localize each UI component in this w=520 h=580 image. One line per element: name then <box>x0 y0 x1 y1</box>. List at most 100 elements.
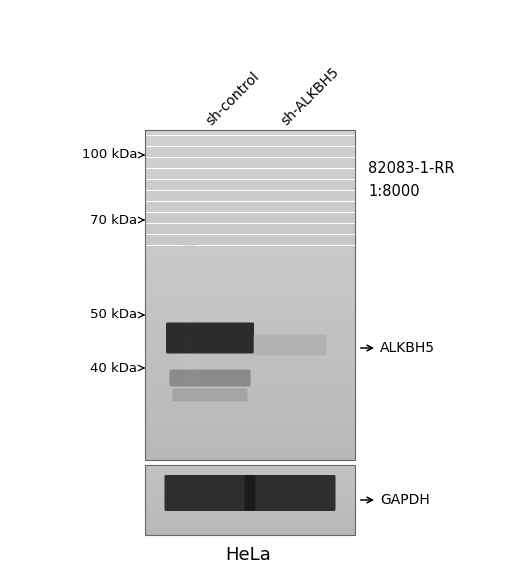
Bar <box>145 135 355 136</box>
Bar <box>145 395 355 396</box>
Bar <box>145 465 355 535</box>
Bar <box>145 424 355 425</box>
Bar <box>145 141 355 142</box>
Bar <box>145 288 355 289</box>
Bar <box>145 278 355 280</box>
Bar <box>145 253 355 254</box>
Bar <box>145 524 355 525</box>
Bar <box>145 482 355 483</box>
Bar <box>145 160 355 161</box>
Bar <box>145 244 355 245</box>
Bar <box>145 451 355 452</box>
Bar <box>145 517 355 518</box>
Bar <box>145 265 355 266</box>
Bar <box>145 324 355 325</box>
Bar <box>145 454 355 455</box>
Bar <box>145 291 355 292</box>
Bar <box>145 163 355 164</box>
Bar <box>145 267 355 269</box>
Bar <box>145 523 355 524</box>
Bar <box>145 479 355 480</box>
Bar <box>145 287 355 288</box>
Bar <box>145 332 355 334</box>
Bar <box>145 297 355 298</box>
Bar <box>145 237 355 238</box>
Bar <box>145 234 355 235</box>
Bar <box>145 130 355 131</box>
Bar <box>145 304 355 305</box>
Bar <box>145 270 355 271</box>
Bar <box>145 472 355 473</box>
Bar <box>145 285 355 286</box>
Text: ALKBH5: ALKBH5 <box>380 341 435 355</box>
Bar <box>145 401 355 402</box>
Bar <box>145 223 355 224</box>
Bar <box>145 242 355 243</box>
Bar <box>145 249 355 250</box>
Bar <box>145 161 355 162</box>
Bar <box>145 327 355 328</box>
Bar <box>145 227 355 228</box>
Bar <box>145 526 355 527</box>
Bar <box>145 495 355 496</box>
Bar <box>145 394 355 395</box>
Bar <box>145 521 355 523</box>
Bar <box>145 164 355 165</box>
Bar <box>145 345 355 346</box>
Bar <box>145 404 355 405</box>
Bar <box>145 136 355 137</box>
Bar <box>145 211 355 212</box>
Bar <box>145 179 355 180</box>
Bar <box>145 510 355 511</box>
Bar <box>145 423 355 424</box>
Bar <box>145 528 355 529</box>
Bar <box>145 292 355 293</box>
Bar <box>145 359 355 360</box>
Bar <box>145 317 355 318</box>
Bar <box>145 180 355 182</box>
Bar <box>145 158 355 160</box>
Bar <box>145 305 355 306</box>
Bar <box>145 206 355 207</box>
Bar <box>145 411 355 412</box>
Bar <box>145 182 355 183</box>
Bar <box>145 516 355 517</box>
Bar <box>145 286 355 287</box>
Bar <box>145 360 355 361</box>
Bar <box>145 433 355 434</box>
Bar <box>145 437 355 438</box>
Bar <box>145 299 355 300</box>
Bar <box>145 274 355 275</box>
Bar <box>145 475 355 476</box>
Bar <box>145 153 355 154</box>
Bar <box>145 504 355 505</box>
Bar <box>145 438 355 439</box>
FancyBboxPatch shape <box>170 369 251 386</box>
Bar <box>145 429 355 430</box>
Bar <box>145 506 355 507</box>
Bar <box>145 455 355 456</box>
Bar <box>145 356 355 357</box>
Bar <box>145 273 355 274</box>
Bar <box>145 282 355 283</box>
Bar <box>145 473 355 474</box>
Bar <box>145 201 355 202</box>
Bar <box>145 336 355 337</box>
Bar <box>145 364 355 365</box>
Bar <box>145 348 355 349</box>
Bar <box>145 276 355 277</box>
Bar <box>145 190 355 191</box>
Bar <box>145 330 355 331</box>
Bar <box>145 520 355 521</box>
Bar <box>145 378 355 379</box>
Bar <box>145 252 355 253</box>
Bar <box>145 368 355 369</box>
Bar <box>145 408 355 409</box>
Bar <box>145 188 355 190</box>
Bar <box>145 412 355 413</box>
Bar <box>145 173 355 174</box>
Bar <box>145 258 355 259</box>
Bar <box>145 150 355 151</box>
FancyBboxPatch shape <box>254 335 327 356</box>
Bar <box>145 392 355 393</box>
